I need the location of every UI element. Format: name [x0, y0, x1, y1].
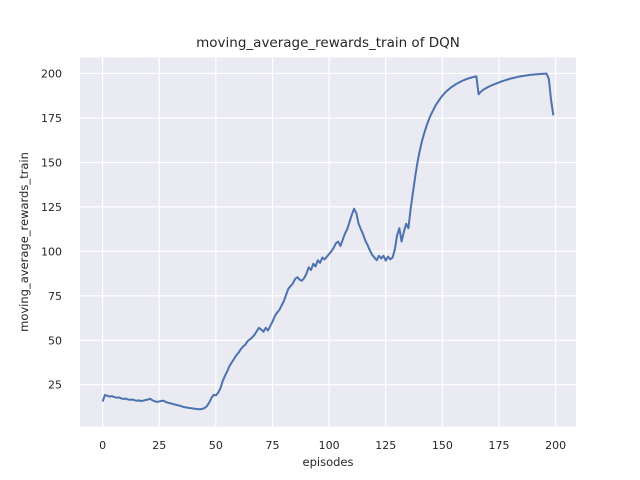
x-tick-label: 150 — [432, 439, 453, 452]
y-axis-label: moving_average_rewards_train — [17, 152, 31, 332]
gridlines — [80, 57, 576, 427]
y-tick-label: 50 — [48, 334, 62, 347]
y-tick-label: 175 — [41, 112, 62, 125]
x-tick-label: 75 — [266, 439, 280, 452]
x-tick-label: 200 — [545, 439, 566, 452]
reward-line — [101, 72, 555, 411]
y-tick-label: 200 — [41, 68, 62, 81]
x-tick-label: 100 — [319, 439, 340, 452]
plot-area — [80, 57, 576, 427]
y-tick-label: 150 — [41, 156, 62, 169]
x-tick-labels: 0 25 50 75 100 125 150 175 200 — [99, 439, 566, 452]
chart-title: moving_average_rewards_train of DQN — [196, 35, 460, 51]
x-axis-label: episodes — [303, 455, 354, 469]
x-tick-label: 50 — [209, 439, 223, 452]
y-tick-label: 100 — [41, 245, 62, 258]
x-tick-label: 125 — [375, 439, 396, 452]
x-tick-label: 0 — [99, 439, 106, 452]
x-tick-label: 25 — [152, 439, 166, 452]
y-tick-label: 125 — [41, 201, 62, 214]
y-tick-label: 25 — [48, 379, 62, 392]
y-tick-labels: 25 50 75 100 125 150 175 200 — [41, 68, 62, 392]
y-tick-label: 75 — [48, 290, 62, 303]
x-tick-label: 175 — [489, 439, 510, 452]
